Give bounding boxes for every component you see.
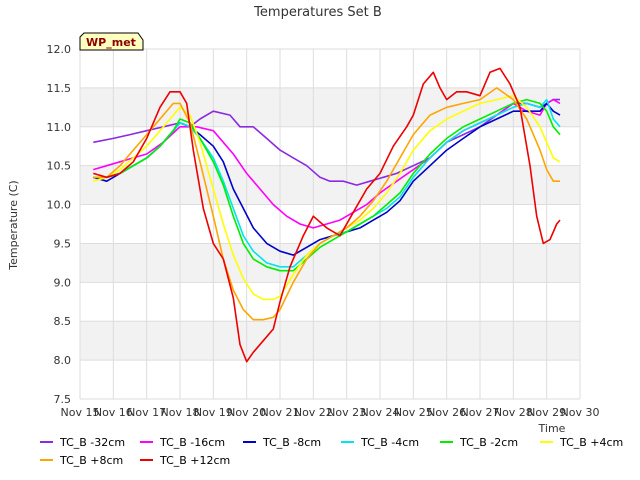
x-tick-label: Nov 17 [127,406,166,419]
y-tick-label: 11.5 [47,82,72,95]
x-tick-label: Nov 27 [461,406,500,419]
site-badge-box [79,32,144,51]
plot-band [80,87,580,127]
y-tick-label: 12.0 [47,43,72,56]
legend-label: TC_B -8cm [262,436,321,449]
legend: TC_B -32cm TC_B -16cm TC_B -8cm TC_B -4cm TC… [40,436,623,467]
legend-label: TC_B +8cm [59,454,123,467]
x-tick-label: Nov 22 [294,406,333,419]
chart-title: Temperatures Set B [253,5,382,20]
x-tick-label: Nov 29 [527,406,566,419]
plot-band [80,165,580,205]
y-axis-title: Temperature (C) [7,180,20,270]
x-tick-label: Nov 25 [394,406,433,419]
series-lines [93,67,561,363]
x-tick-label: Nov 24 [361,406,400,419]
series-line-tc-b-16cm [93,98,561,229]
x-axis-title: Time [538,422,566,435]
series-line-tc-b-8cm [93,87,560,321]
grid-lines [79,48,581,400]
x-tick-label: Nov 18 [161,406,200,419]
legend-label: TC_B -2cm [459,436,518,449]
series-line-tc-b-4cm [93,94,561,301]
legend-label: TC_B +12cm [159,454,230,467]
plot-area [80,49,580,399]
site-badge-label: WP_met [86,36,136,49]
x-tick-label: Nov 15 [61,406,100,419]
x-tick-label: Nov 21 [261,406,300,419]
x-tick-label: Nov 16 [94,406,133,419]
legend-label: TC_B -16cm [159,436,225,449]
legend-label: TC_B +4cm [559,436,623,449]
y-tick-label: 11.0 [47,121,72,134]
legend-label: TC_B -32cm [59,436,125,449]
y-tick-label: 9.0 [54,276,72,289]
site-badge: WP_met [79,32,144,51]
x-tick-label: Nov 26 [427,406,466,419]
y-tick-label: 10.0 [47,199,72,212]
x-tick-label: Nov 19 [194,406,233,419]
x-tick-label: Nov 23 [327,406,366,419]
y-tick-label: 8.0 [54,354,72,367]
y-tick-label: 8.5 [54,315,72,328]
x-tick-label: Nov 28 [494,406,533,419]
y-tick-label: 10.5 [47,160,72,173]
plot-band [80,243,580,283]
y-tick-label: 9.5 [54,237,72,250]
series-line-tc-b-12cm [93,67,561,363]
series-line-tc-b-2cm [93,98,561,272]
legend-label: TC_B -4cm [360,436,419,449]
x-tick-label: Nov 30 [561,406,600,419]
y-axis-ticks: 7.5 8.0 8.5 9.0 9.5 10.0 10.5 11.0 11.5 12.0 [47,43,72,406]
x-tick-label: Nov 20 [227,406,266,419]
plot-band [80,321,580,361]
y-tick-label: 7.5 [54,393,72,406]
